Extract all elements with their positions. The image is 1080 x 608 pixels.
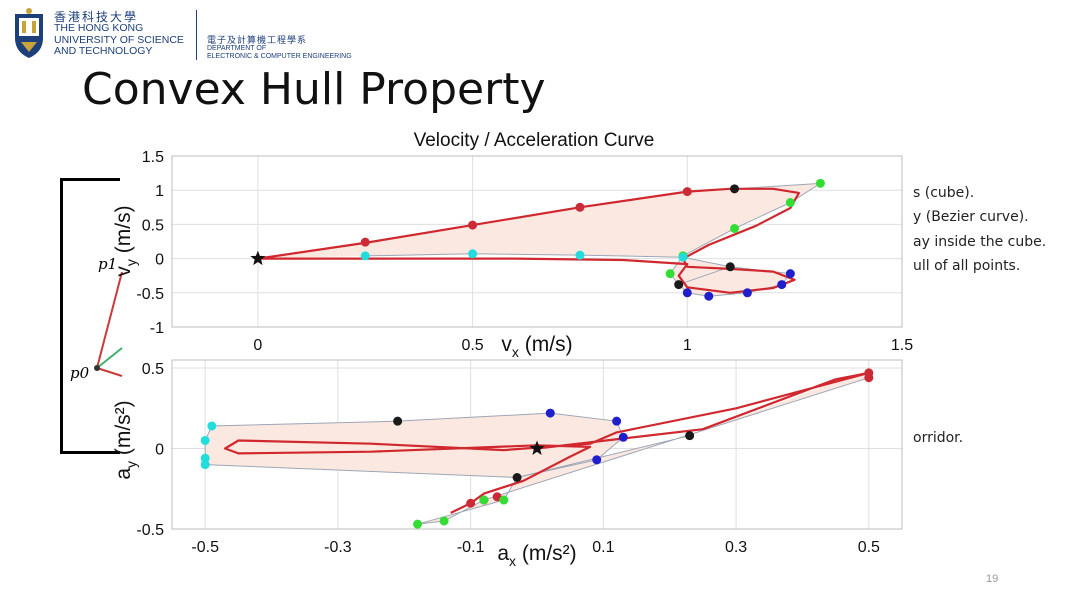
x-tick-label: 0.5 bbox=[858, 539, 880, 556]
control-point-green bbox=[665, 269, 675, 279]
control-point-black bbox=[725, 262, 735, 272]
y-tick-label: 0 bbox=[155, 252, 164, 269]
control-segment bbox=[96, 367, 123, 377]
x-tick-label: 0 bbox=[253, 337, 262, 354]
control-segment bbox=[96, 347, 123, 369]
x-tick-label: 1 bbox=[683, 337, 692, 354]
y-tick-label: 0 bbox=[155, 442, 164, 459]
control-point-black bbox=[674, 280, 684, 290]
control-point-blue bbox=[785, 269, 795, 279]
y-tick-label: -0.5 bbox=[136, 286, 164, 303]
control-point-red bbox=[682, 187, 692, 197]
velocity-plot: 0 0.5 1 1.5 1.5 1 0.5 0 -0.5 -1 vx (m/s) vy (m/s) bbox=[112, 149, 913, 360]
control-point-blue bbox=[618, 432, 628, 442]
control-point-blue bbox=[592, 455, 602, 465]
x-tick-label: -0.1 bbox=[457, 539, 485, 556]
control-point-label: p0 bbox=[70, 364, 90, 382]
convex-hull-fill bbox=[257, 183, 821, 285]
bullet-text: s (cube). bbox=[913, 185, 975, 201]
x-axis-label: ax (m/s²) bbox=[497, 542, 576, 569]
chart-title: Velocity / Acceleration Curve bbox=[414, 130, 655, 151]
control-point-cyan bbox=[207, 421, 217, 431]
acceleration-plot: -0.5 -0.3 -0.1 0.1 0.3 0.5 0.5 0 -0.5 ax (m/s²) ay… bbox=[112, 359, 903, 569]
bullet-text: ay inside the cube. bbox=[913, 234, 1047, 250]
y-tick-label: -1 bbox=[150, 320, 164, 337]
department-name-line: DEPARTMENT OF bbox=[207, 45, 267, 52]
university-name-line: THE HONG KONG bbox=[54, 22, 144, 34]
control-point-cyan bbox=[678, 252, 688, 262]
y-axis-label: ay (m/s²) bbox=[112, 400, 139, 479]
university-name-cn: 香港科技大學 bbox=[54, 10, 139, 24]
control-point-red bbox=[466, 498, 476, 508]
control-point-black bbox=[685, 431, 695, 441]
control-point-green bbox=[499, 495, 509, 505]
control-point-label: p1 bbox=[98, 255, 117, 273]
control-point-black bbox=[512, 472, 522, 482]
header-divider bbox=[196, 10, 197, 60]
control-point-cyan bbox=[468, 249, 478, 259]
control-point-green bbox=[439, 516, 449, 526]
control-point-cyan bbox=[360, 251, 370, 261]
x-tick-label: 0.3 bbox=[725, 539, 747, 556]
control-point-green bbox=[479, 495, 489, 505]
y-tick-label: -0.5 bbox=[136, 522, 164, 539]
start-star-marker bbox=[529, 440, 545, 455]
university-name-line: UNIVERSITY OF SCIENCE bbox=[54, 33, 184, 46]
control-point-red bbox=[575, 202, 585, 212]
department-name-en: DEPARTMENT OF ELECTRONIC & COMPUTER ENGI… bbox=[207, 45, 352, 61]
control-segment bbox=[96, 271, 123, 369]
x-tick-label: 0.1 bbox=[592, 539, 614, 556]
x-tick-label: -0.3 bbox=[324, 539, 352, 556]
start-star-marker bbox=[250, 250, 266, 266]
hkust-crest-logo bbox=[15, 8, 43, 58]
control-point-blue bbox=[545, 408, 555, 418]
control-point-red bbox=[360, 237, 370, 247]
slide-title: Convex Hull Property bbox=[82, 64, 546, 115]
control-point-blue bbox=[742, 288, 752, 298]
department-name-cn: 電子及計算機工程學系 bbox=[207, 36, 308, 46]
control-point-black bbox=[730, 184, 740, 194]
page-number: 19 bbox=[986, 573, 999, 585]
curve-line bbox=[224, 371, 870, 514]
control-point-cyan bbox=[575, 250, 585, 260]
slide-header: 香港科技大學 THE HONG KONG UNIVERSITY OF SCIEN… bbox=[0, 0, 1080, 68]
y-tick-label: 0.5 bbox=[142, 361, 164, 378]
control-point-cyan bbox=[200, 460, 210, 470]
control-point-blue bbox=[777, 280, 787, 290]
university-name-en: THE HONG KONG UNIVERSITY OF SCIENCE AND … bbox=[54, 22, 184, 58]
background-bracket bbox=[60, 178, 120, 454]
control-point-red bbox=[468, 220, 478, 230]
university-name-line: AND TECHNOLOGY bbox=[54, 45, 153, 57]
control-point-blue bbox=[612, 416, 622, 426]
control-point-green bbox=[785, 198, 795, 208]
y-tick-label: 1 bbox=[155, 183, 164, 200]
control-point-sketch: p1 p0 bbox=[70, 255, 123, 382]
y-axis-label: vy (m/s) bbox=[112, 205, 139, 276]
plot-frame bbox=[171, 155, 903, 328]
department-name-line: ELECTRONIC & COMPUTER ENGINEERING bbox=[207, 53, 352, 60]
control-point-black bbox=[393, 416, 403, 426]
bullet-text: y (Bezier curve). bbox=[913, 209, 1029, 225]
control-point-blue bbox=[704, 291, 714, 301]
control-point-green bbox=[413, 519, 423, 529]
control-point-cyan bbox=[200, 435, 210, 445]
x-axis-label: vx (m/s) bbox=[501, 333, 572, 360]
x-tick-label: 0.5 bbox=[461, 337, 483, 354]
x-tick-label: 1.5 bbox=[891, 337, 913, 354]
control-point-green bbox=[730, 224, 740, 234]
y-tick-label: 1.5 bbox=[142, 149, 164, 166]
control-point-red bbox=[864, 373, 874, 383]
plot-frame bbox=[171, 359, 903, 530]
bullet-text: orridor. bbox=[913, 430, 964, 446]
control-point-blue bbox=[682, 288, 692, 298]
control-point-marker bbox=[94, 365, 100, 371]
control-point-green bbox=[815, 178, 825, 188]
control-point-cyan bbox=[200, 453, 210, 463]
y-tick-label: 0.5 bbox=[142, 217, 164, 234]
bullet-text: ull of all points. bbox=[913, 258, 1021, 274]
x-tick-label: -0.5 bbox=[191, 539, 219, 556]
